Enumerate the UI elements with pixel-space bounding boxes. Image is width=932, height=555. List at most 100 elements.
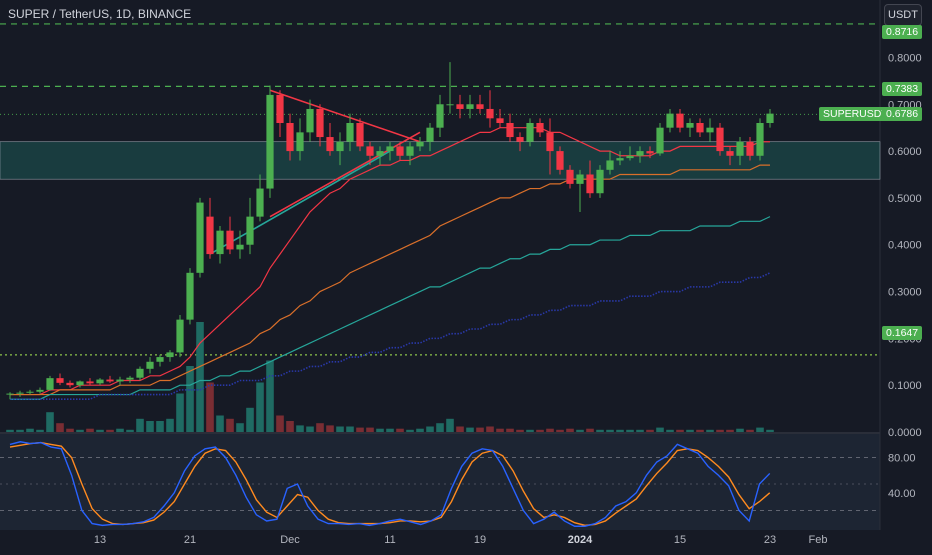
time-label: 15	[674, 534, 686, 546]
time-label: 2024	[568, 534, 593, 546]
candle-body	[246, 216, 254, 245]
support-zone	[0, 141, 881, 180]
volume-bar	[216, 415, 224, 432]
volume-bar	[106, 429, 114, 432]
volume-bar	[386, 428, 394, 432]
volume-bar	[46, 412, 54, 432]
candle-body	[326, 137, 334, 152]
candle-body	[216, 230, 224, 255]
volume-bar	[206, 382, 214, 432]
stoch-k-line	[9, 441, 771, 527]
volume-bar	[146, 421, 154, 432]
volume-bar	[596, 429, 604, 432]
volume-bar	[26, 428, 34, 432]
price-tick: 0.3000	[888, 287, 922, 299]
candle-body	[176, 319, 184, 353]
moving-average-long	[10, 272, 771, 401]
volume-bar	[516, 429, 524, 432]
volume-bar	[426, 426, 434, 432]
price-tick: 0.4000	[888, 240, 922, 252]
volume-bar	[686, 429, 694, 432]
last-price-tag: 0.6786	[882, 107, 923, 121]
candle-body	[36, 389, 44, 392]
candle-body	[676, 113, 684, 128]
volume-bar	[506, 428, 514, 432]
candle-body	[6, 393, 14, 395]
volume-bar	[436, 423, 444, 432]
candle-body	[306, 108, 314, 133]
volume-bar	[716, 429, 724, 432]
price-tick: 0.8000	[888, 52, 922, 64]
candle-body	[346, 123, 354, 142]
moving-average-mid	[10, 164, 770, 396]
volume-bar	[66, 428, 74, 432]
time-label: 23	[764, 534, 776, 546]
candle-body	[316, 108, 324, 138]
time-label: 19	[474, 534, 486, 546]
volume-bar	[196, 322, 204, 432]
price-tick: 0.1000	[888, 380, 922, 392]
candle-body	[296, 132, 304, 152]
candle-body	[446, 104, 454, 106]
candle-body	[186, 272, 194, 320]
candle-body	[236, 244, 244, 250]
candle-body	[516, 137, 524, 142]
volume-bar	[126, 429, 134, 432]
volume-bar	[766, 429, 774, 432]
volume-bar	[756, 427, 764, 432]
candle-body	[256, 188, 264, 217]
candle-body	[536, 123, 544, 133]
volume-bar	[466, 427, 474, 432]
volume-bar	[726, 429, 734, 432]
candle-body	[596, 169, 604, 194]
volume-bar	[476, 427, 484, 432]
volume-bar	[246, 407, 254, 432]
currency-button[interactable]: USDT	[884, 4, 922, 26]
candle-body	[606, 160, 614, 170]
candle-body	[376, 151, 384, 156]
volume-bar	[6, 429, 14, 432]
candle-body	[636, 151, 644, 156]
candle-body	[166, 352, 174, 358]
candle-body	[746, 141, 754, 156]
symbol-title[interactable]: SUPER / TetherUS, 1D, BINANCE	[8, 7, 192, 21]
time-label: 11	[384, 534, 395, 546]
volume-bar	[176, 393, 184, 432]
volume-bar	[576, 429, 584, 432]
candle-body	[436, 104, 444, 128]
oscillator-tick: 80.00	[888, 453, 916, 465]
volume-bar	[376, 428, 384, 432]
candle-body	[686, 123, 694, 128]
level-tag-support: 0.1647	[882, 326, 923, 340]
volume-bar	[586, 428, 594, 432]
volume-bar	[616, 429, 624, 432]
volume-bar	[736, 428, 744, 432]
volume-bar	[696, 429, 704, 432]
candle-body	[276, 94, 284, 123]
volume-bar	[366, 427, 374, 432]
candle-body	[626, 155, 634, 159]
candle-body	[766, 113, 774, 123]
volume-bar	[86, 428, 94, 432]
time-label: 21	[184, 534, 196, 546]
volume-bar	[16, 429, 24, 432]
oscillator-panel	[0, 434, 880, 530]
candle-body	[726, 151, 734, 156]
candle-body	[226, 230, 234, 250]
volume-bar	[416, 428, 424, 432]
volume-bar	[156, 421, 164, 432]
volume-bar	[566, 428, 574, 432]
candle-body	[456, 104, 464, 109]
candle-body	[476, 104, 484, 109]
candle-body	[356, 123, 364, 147]
candle-body	[56, 378, 64, 383]
candle-body	[396, 146, 404, 156]
time-label: Dec	[280, 534, 300, 546]
level-tag-resistance: 0.7383	[882, 82, 923, 96]
volume-bar	[116, 428, 124, 432]
volume-bar	[266, 360, 274, 432]
volume-bar	[356, 427, 364, 432]
volume-bar	[276, 415, 284, 432]
candle-body	[86, 381, 94, 384]
